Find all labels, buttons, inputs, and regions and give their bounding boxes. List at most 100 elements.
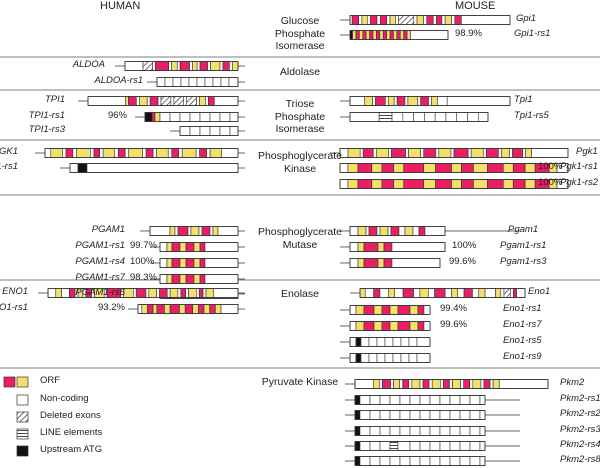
exon-segment xyxy=(169,112,181,122)
exon-segment xyxy=(402,288,414,298)
exon-segment xyxy=(199,148,207,158)
exon-segment xyxy=(148,288,157,298)
exon-segment xyxy=(372,148,377,158)
gene-model-pgam1-rs1 xyxy=(340,242,446,252)
exon-segment xyxy=(190,226,200,236)
exon-segment xyxy=(459,410,471,420)
exon-segment xyxy=(193,242,201,252)
exon-segment xyxy=(354,441,361,451)
exon-segment xyxy=(209,126,221,136)
exon-segment xyxy=(393,30,398,40)
legend-deleted-swatch xyxy=(16,411,29,423)
exon-segment xyxy=(381,305,391,315)
exon-segment xyxy=(457,288,465,298)
exon-segment xyxy=(449,379,453,389)
gene-outline xyxy=(156,77,239,87)
legend-swatches xyxy=(3,376,29,457)
exon-segment xyxy=(451,15,456,25)
exon-segment xyxy=(388,288,395,298)
exon-segment xyxy=(203,304,210,314)
exon-segment xyxy=(403,163,424,173)
gene-outline xyxy=(339,148,569,158)
exon-segment xyxy=(159,258,168,268)
exon-segment xyxy=(171,274,181,284)
exon-segment xyxy=(400,353,410,363)
exon-segment xyxy=(373,321,383,331)
exon-segment xyxy=(435,148,440,158)
exon-segment xyxy=(429,395,441,405)
exon-segment xyxy=(428,96,432,106)
exon-segment xyxy=(91,288,95,298)
exon-segment xyxy=(354,395,361,405)
exon-segment xyxy=(434,112,447,122)
exon-segment xyxy=(402,379,410,389)
exon-segment xyxy=(487,163,504,173)
exon-segment xyxy=(196,288,200,298)
exon-segment xyxy=(456,112,468,122)
exon-segment xyxy=(372,30,377,40)
exon-segment xyxy=(485,148,499,158)
gene-model-pkm2-rs2 xyxy=(345,410,520,420)
exon-segment xyxy=(446,96,511,106)
exon-segment xyxy=(339,179,349,189)
gene-model-pgk1-rs1 xyxy=(60,163,245,173)
exon-segment xyxy=(410,30,449,40)
gene-model-pgk1-rs1 xyxy=(339,163,569,173)
exon-segment xyxy=(366,15,371,25)
exon-segment xyxy=(477,112,489,122)
gene-outline xyxy=(349,242,446,252)
exon-segment xyxy=(417,305,425,315)
exon-segment xyxy=(177,226,189,236)
exon-segment xyxy=(363,321,375,331)
gene-outline xyxy=(349,353,431,363)
exon-segment xyxy=(365,30,370,40)
exon-segment xyxy=(408,337,418,347)
exon-segment xyxy=(357,242,365,252)
exon-segment xyxy=(373,305,383,315)
exon-segment xyxy=(141,304,148,314)
exon-segment xyxy=(389,426,401,436)
gene-outline xyxy=(87,96,239,106)
exon-segment xyxy=(179,112,191,122)
exon-segment xyxy=(86,163,239,173)
exon-segment xyxy=(347,179,359,189)
exon-segment xyxy=(451,163,462,173)
exon-segment xyxy=(179,274,187,284)
exon-segment xyxy=(398,15,415,25)
exon-segment xyxy=(171,258,181,268)
gene-model-pgam1 xyxy=(140,226,245,236)
gene-model-eno1-rs1 xyxy=(128,304,245,314)
exon-segment xyxy=(369,410,381,420)
exon-segment xyxy=(411,379,421,389)
exon-segment xyxy=(480,379,485,389)
exon-segment xyxy=(525,148,532,158)
exon-segment xyxy=(479,456,486,466)
exon-segment xyxy=(189,112,201,122)
exon-segment xyxy=(379,15,388,25)
exon-segment xyxy=(355,337,362,347)
exon-segment xyxy=(472,288,480,298)
exon-segment xyxy=(509,148,513,158)
exon-segment xyxy=(228,77,239,87)
exon-segment xyxy=(120,288,124,298)
exon-segment xyxy=(404,226,414,236)
exon-segment xyxy=(364,96,373,106)
exon-segment xyxy=(419,441,431,451)
exon-segment xyxy=(418,226,426,236)
exon-segment xyxy=(444,288,452,298)
exon-segment xyxy=(349,242,359,252)
exon-segment xyxy=(192,304,199,314)
exon-segment xyxy=(180,77,190,87)
exon-segment xyxy=(376,226,381,236)
exon-segment xyxy=(133,288,137,298)
exon-segment xyxy=(186,96,197,106)
exon-segment xyxy=(217,226,239,236)
exon-segment xyxy=(449,395,461,405)
exon-segment xyxy=(516,288,526,298)
exon-segment xyxy=(435,163,452,173)
exon-segment xyxy=(372,379,380,389)
exon-segment xyxy=(453,148,469,158)
exon-segment xyxy=(431,379,441,389)
exon-segment xyxy=(383,258,393,268)
exon-segment xyxy=(376,30,381,40)
